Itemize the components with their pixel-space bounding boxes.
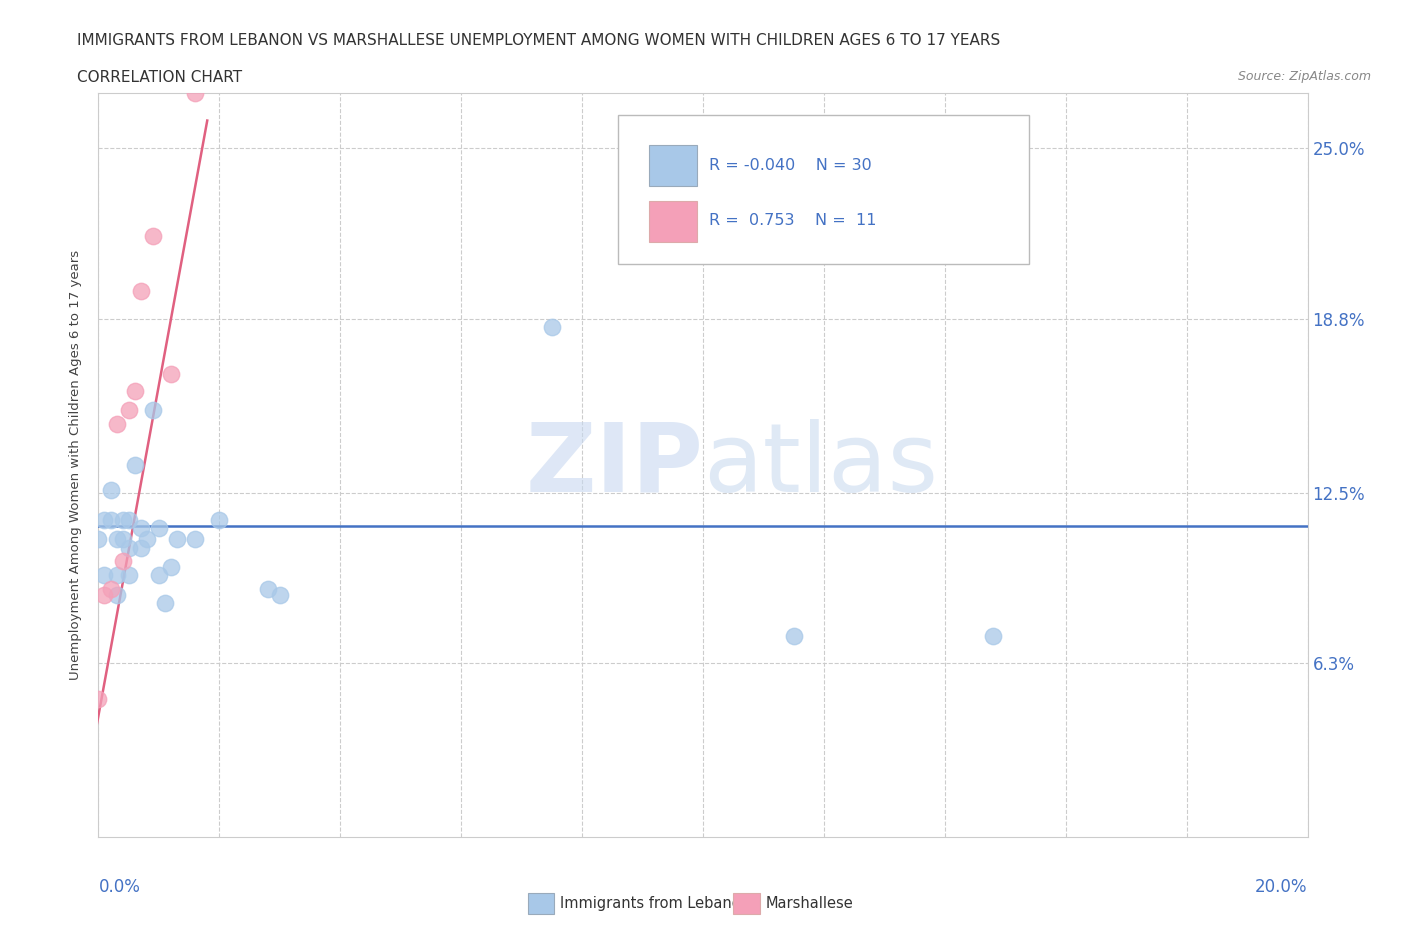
Point	[269, 587, 291, 602]
Point	[118, 403, 141, 418]
Point	[105, 532, 128, 547]
Point	[166, 532, 188, 547]
Point	[118, 512, 141, 527]
FancyBboxPatch shape	[648, 201, 697, 242]
Text: IMMIGRANTS FROM LEBANON VS MARSHALLESE UNEMPLOYMENT AMONG WOMEN WITH CHILDREN AG: IMMIGRANTS FROM LEBANON VS MARSHALLESE U…	[77, 33, 1001, 47]
Point	[783, 629, 806, 644]
Point	[129, 521, 152, 536]
Point	[105, 417, 128, 432]
FancyBboxPatch shape	[648, 145, 697, 186]
Text: Marshallese: Marshallese	[766, 896, 853, 910]
Point	[105, 587, 128, 602]
Point	[129, 284, 152, 299]
Point	[111, 554, 134, 569]
Point	[981, 629, 1004, 644]
Text: 20.0%: 20.0%	[1256, 878, 1308, 896]
Y-axis label: Unemployment Among Women with Children Ages 6 to 17 years: Unemployment Among Women with Children A…	[69, 250, 83, 680]
FancyBboxPatch shape	[619, 115, 1029, 264]
Point	[111, 532, 134, 547]
Text: Source: ZipAtlas.com: Source: ZipAtlas.com	[1237, 70, 1371, 83]
Point	[87, 532, 110, 547]
Point	[160, 560, 183, 575]
Text: Immigrants from Lebanon: Immigrants from Lebanon	[561, 896, 751, 910]
Point	[142, 229, 165, 244]
Point	[93, 512, 115, 527]
Point	[148, 568, 170, 583]
Point	[93, 587, 115, 602]
FancyBboxPatch shape	[527, 893, 554, 913]
Point	[124, 458, 146, 472]
Text: atlas: atlas	[703, 418, 938, 512]
Point	[540, 320, 562, 335]
Text: 0.0%: 0.0%	[98, 878, 141, 896]
Point	[184, 86, 207, 100]
Point	[100, 581, 122, 596]
Point	[208, 512, 231, 527]
Point	[105, 568, 128, 583]
Point	[111, 512, 134, 527]
Point	[184, 532, 207, 547]
Point	[256, 581, 278, 596]
Point	[93, 568, 115, 583]
Point	[148, 521, 170, 536]
Text: R =  0.753    N =  11: R = 0.753 N = 11	[709, 214, 876, 229]
FancyBboxPatch shape	[734, 893, 759, 913]
Text: ZIP: ZIP	[524, 418, 703, 512]
Point	[118, 540, 141, 555]
Point	[100, 483, 122, 498]
Text: CORRELATION CHART: CORRELATION CHART	[77, 70, 242, 85]
Point	[100, 512, 122, 527]
Point	[160, 366, 183, 381]
Point	[153, 595, 176, 610]
Point	[142, 403, 165, 418]
Text: R = -0.040    N = 30: R = -0.040 N = 30	[709, 158, 872, 173]
Point	[87, 692, 110, 707]
Point	[118, 568, 141, 583]
Point	[129, 540, 152, 555]
Point	[124, 383, 146, 398]
Point	[135, 532, 157, 547]
